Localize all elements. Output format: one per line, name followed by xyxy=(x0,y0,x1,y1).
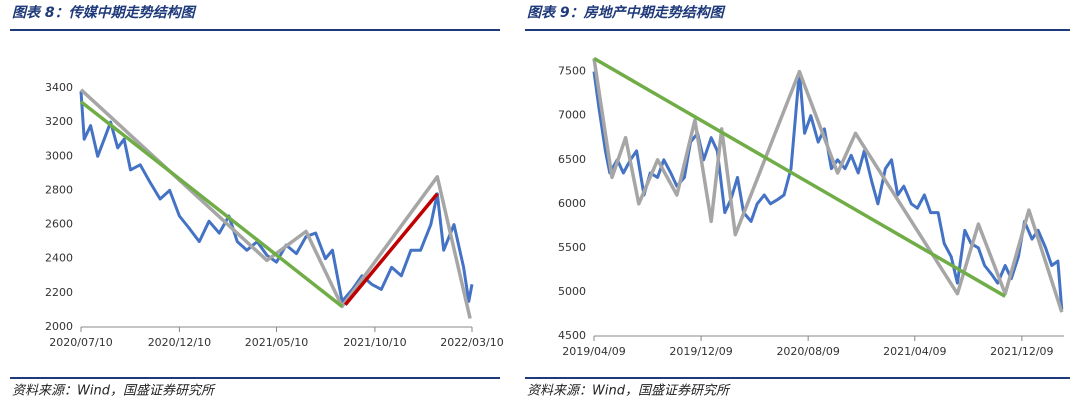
x-tick-label: 2020/12/10 xyxy=(148,336,211,349)
y-tick-label: 2600 xyxy=(45,218,73,231)
series-line xyxy=(343,192,439,306)
x-tick-label: 2019/04/09 xyxy=(562,345,625,358)
y-tick-label: 2800 xyxy=(45,183,73,196)
y-tick-label: 3200 xyxy=(45,115,73,128)
y-tick-label: 3000 xyxy=(45,149,73,162)
series-line xyxy=(592,70,1064,310)
y-tick-label: 4500 xyxy=(558,329,586,342)
y-tick-label: 2400 xyxy=(45,252,73,265)
x-tick-label: 2022/03/10 xyxy=(440,336,503,349)
x-tick-label: 2021/10/10 xyxy=(343,336,406,349)
y-tick-label: 2000 xyxy=(45,320,73,333)
chart-title: 图表 9：房地产中期走势结构图 xyxy=(527,4,726,21)
x-tick-label: 2019/12/09 xyxy=(669,345,732,358)
chart-title: 图表 8：传媒中期走势结构图 xyxy=(12,4,197,21)
x-tick-label: 2021/12/09 xyxy=(990,345,1053,358)
series-line xyxy=(592,58,1064,313)
x-tick-label: 2021/05/10 xyxy=(245,336,308,349)
series-line xyxy=(79,88,472,319)
series-line xyxy=(593,56,1007,298)
source: 资料来源：Wind，国盛证券研究所 xyxy=(527,383,731,399)
source: 资料来源：Wind，国盛证券研究所 xyxy=(12,383,216,399)
series-line xyxy=(79,91,474,303)
y-tick-label: 5500 xyxy=(558,241,586,254)
x-tick-label: 2021/04/09 xyxy=(883,345,946,358)
y-tick-label: 5000 xyxy=(558,285,586,298)
y-tick-label: 2200 xyxy=(45,286,73,299)
x-tick-label: 2020/07/10 xyxy=(49,336,112,349)
y-tick-label: 6500 xyxy=(558,153,586,166)
y-tick-label: 7500 xyxy=(558,65,586,78)
y-tick-label: 3400 xyxy=(45,81,73,94)
y-tick-label: 7000 xyxy=(558,109,586,122)
x-tick-label: 2020/08/09 xyxy=(776,345,839,358)
y-tick-label: 6000 xyxy=(558,197,586,210)
series-line xyxy=(79,100,344,308)
